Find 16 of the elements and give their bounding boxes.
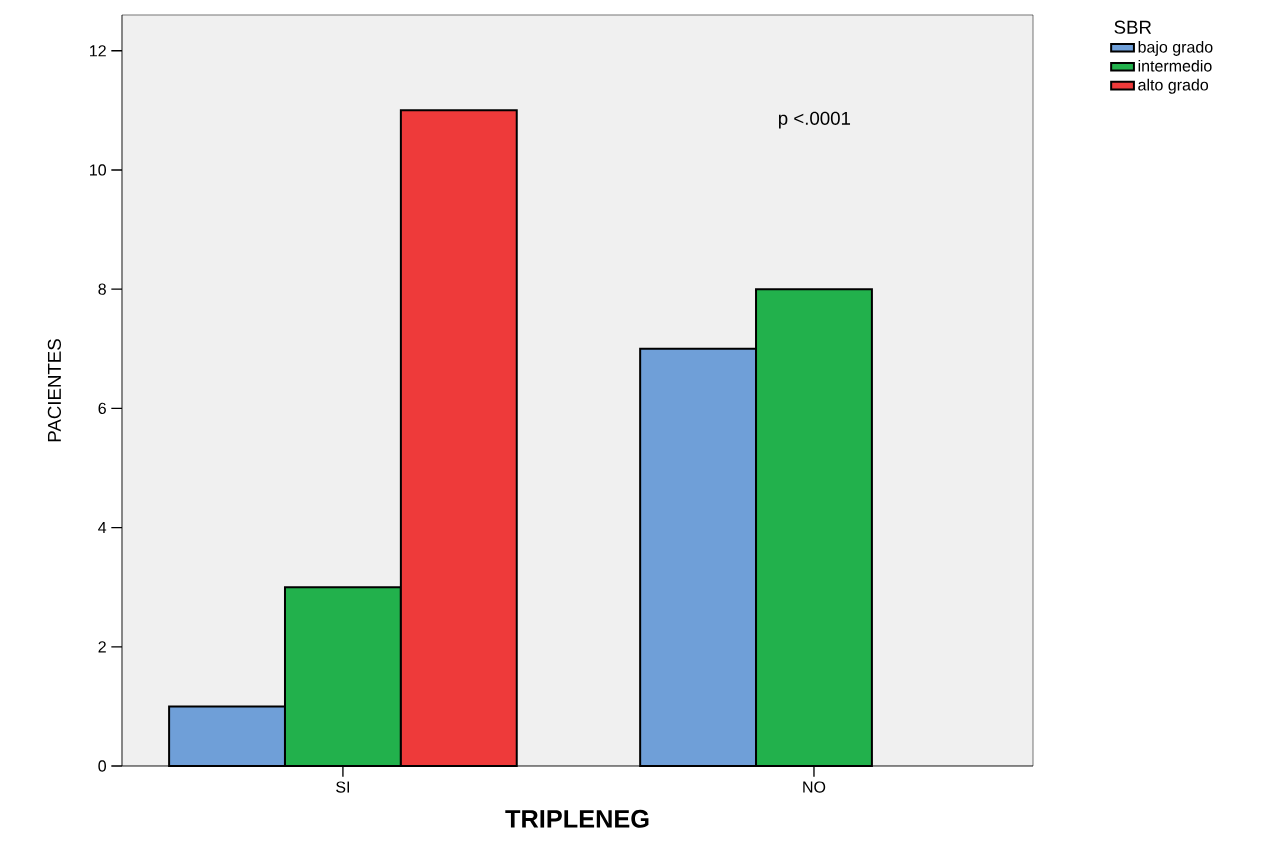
legend-title: SBR bbox=[1114, 20, 1152, 34]
y-tick-label: 12 bbox=[90, 45, 106, 57]
x-tick-label: NO bbox=[803, 781, 826, 793]
y-tick-label: 2 bbox=[98, 641, 106, 653]
y-tick-label: 8 bbox=[98, 283, 106, 295]
y-axis-title: PACIENTES bbox=[47, 339, 62, 442]
y-tick-label: 10 bbox=[90, 164, 106, 176]
x-axis-title: TRIPLENEG bbox=[505, 809, 649, 828]
y-tick-label: 4 bbox=[98, 522, 107, 534]
annotation: p <.0001 bbox=[778, 111, 851, 129]
legend-label: alto grado bbox=[1138, 78, 1209, 94]
x-tick-label: SI bbox=[336, 781, 350, 793]
legend-label: intermedio bbox=[1138, 59, 1212, 72]
y-tick-label: 6 bbox=[98, 402, 106, 415]
y-tick-label: 0 bbox=[98, 760, 107, 772]
legend-label: bajo grado bbox=[1138, 40, 1213, 56]
